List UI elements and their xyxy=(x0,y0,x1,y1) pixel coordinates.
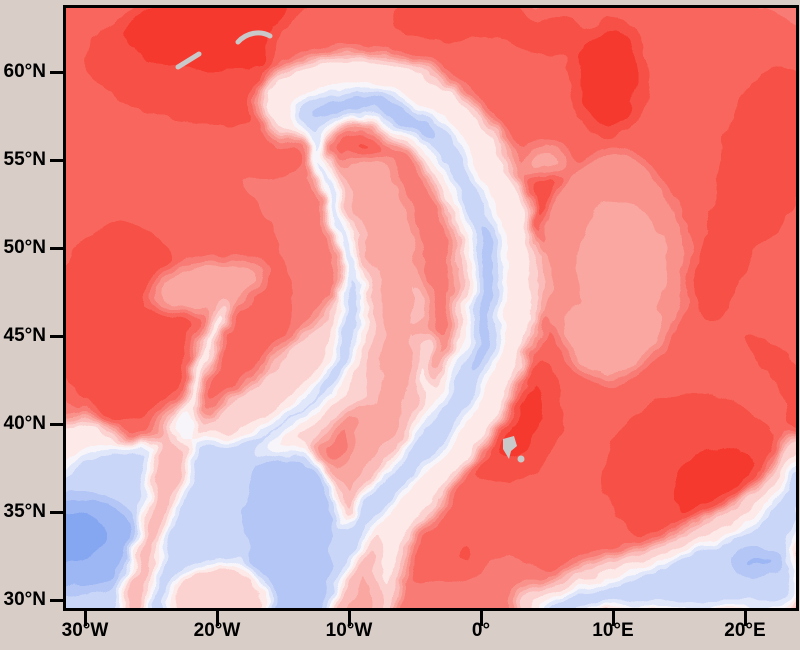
y-axis-tick xyxy=(50,510,64,514)
x-axis-tick xyxy=(479,611,483,626)
missing-data-arc xyxy=(235,30,273,45)
missing-data-dot xyxy=(517,455,525,463)
x-axis-tick xyxy=(347,611,351,626)
x-axis-tick xyxy=(743,611,747,626)
y-axis-tick xyxy=(50,598,64,602)
y-axis-tick-label: 40°N xyxy=(3,413,46,434)
x-axis-tick xyxy=(611,611,615,626)
x-axis-tick-label: 0° xyxy=(471,620,491,641)
anomaly-field xyxy=(66,8,796,608)
missing-data-dash xyxy=(175,51,202,70)
x-axis-tick xyxy=(83,611,87,626)
y-axis-tick-label: 60°N xyxy=(3,61,46,82)
x-axis-tick-label: 20°E xyxy=(724,620,766,641)
y-axis-tick-label: 50°N xyxy=(3,237,46,258)
contour-field xyxy=(66,8,796,608)
y-axis-tick xyxy=(50,158,64,162)
missing-data-blob xyxy=(503,436,517,459)
y-axis-tick-label: 45°N xyxy=(3,325,46,346)
map-frame xyxy=(63,5,799,611)
y-axis-tick-label: 55°N xyxy=(3,149,46,170)
x-axis-tick-label: 30°W xyxy=(61,620,109,641)
y-axis-tick xyxy=(50,334,64,338)
x-axis-tick-label: 10°E xyxy=(592,620,634,641)
x-axis-tick-label: 20°W xyxy=(193,620,241,641)
y-axis-tick xyxy=(50,422,64,426)
y-axis-tick-label: 30°N xyxy=(3,589,46,610)
missing-data-marks xyxy=(175,30,525,463)
y-axis-tick-label: 35°N xyxy=(3,501,46,522)
x-axis-tick xyxy=(215,611,219,626)
x-axis-tick-label: 10°W xyxy=(325,620,373,641)
y-axis-tick xyxy=(50,246,64,250)
y-axis-tick xyxy=(50,70,64,74)
